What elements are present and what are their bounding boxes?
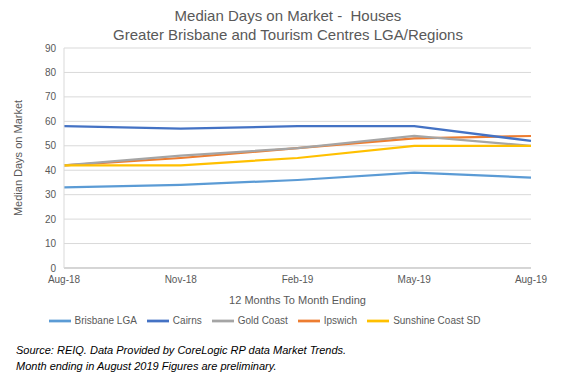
svg-text:0: 0: [50, 263, 56, 274]
svg-text:Aug-18: Aug-18: [48, 274, 81, 285]
svg-text:50: 50: [45, 140, 57, 151]
svg-text:20: 20: [45, 214, 57, 225]
html-text:Ipswich: Ipswich: [323, 314, 358, 326]
svg-text:Nov-18: Nov-18: [165, 274, 198, 285]
svg-text:80: 80: [45, 67, 57, 78]
html-text:Month ending in August 2019 Fi: Month ending in August 2019 Figures are …: [16, 360, 277, 372]
html-text:Source: REIQ. Data Provided by: Source: REIQ. Data Provided by CoreLogic…: [16, 344, 347, 356]
html-text:Sunshine Coast SD: Sunshine Coast SD: [393, 314, 481, 326]
svg-text:70: 70: [45, 91, 57, 102]
svg-text:Aug-19: Aug-19: [515, 274, 548, 285]
svg-text:Feb-19: Feb-19: [282, 274, 314, 285]
svg-text:10: 10: [45, 238, 57, 249]
svg-text:May-19: May-19: [398, 274, 432, 285]
svg-text:Median Days on Market: Median Days on Market: [12, 100, 24, 216]
html-text:Greater Brisbane and Tourism C: Greater Brisbane and Tourism Centres LGA…: [113, 26, 463, 43]
html-text:Brisbane LGA: Brisbane LGA: [74, 314, 137, 326]
svg-text:60: 60: [45, 116, 57, 127]
html-text:Cairns: Cairns: [172, 314, 202, 326]
html-text:Gold Coast: Gold Coast: [237, 314, 288, 326]
svg-text:90: 90: [45, 43, 57, 54]
svg-text:30: 30: [45, 189, 57, 200]
html-text:Median Days on Market - Houses: Median Days on Market - Houses: [174, 7, 402, 24]
svg-text:40: 40: [45, 165, 57, 176]
svg-text:12 Months To Month Ending: 12 Months To Month Ending: [229, 294, 366, 306]
